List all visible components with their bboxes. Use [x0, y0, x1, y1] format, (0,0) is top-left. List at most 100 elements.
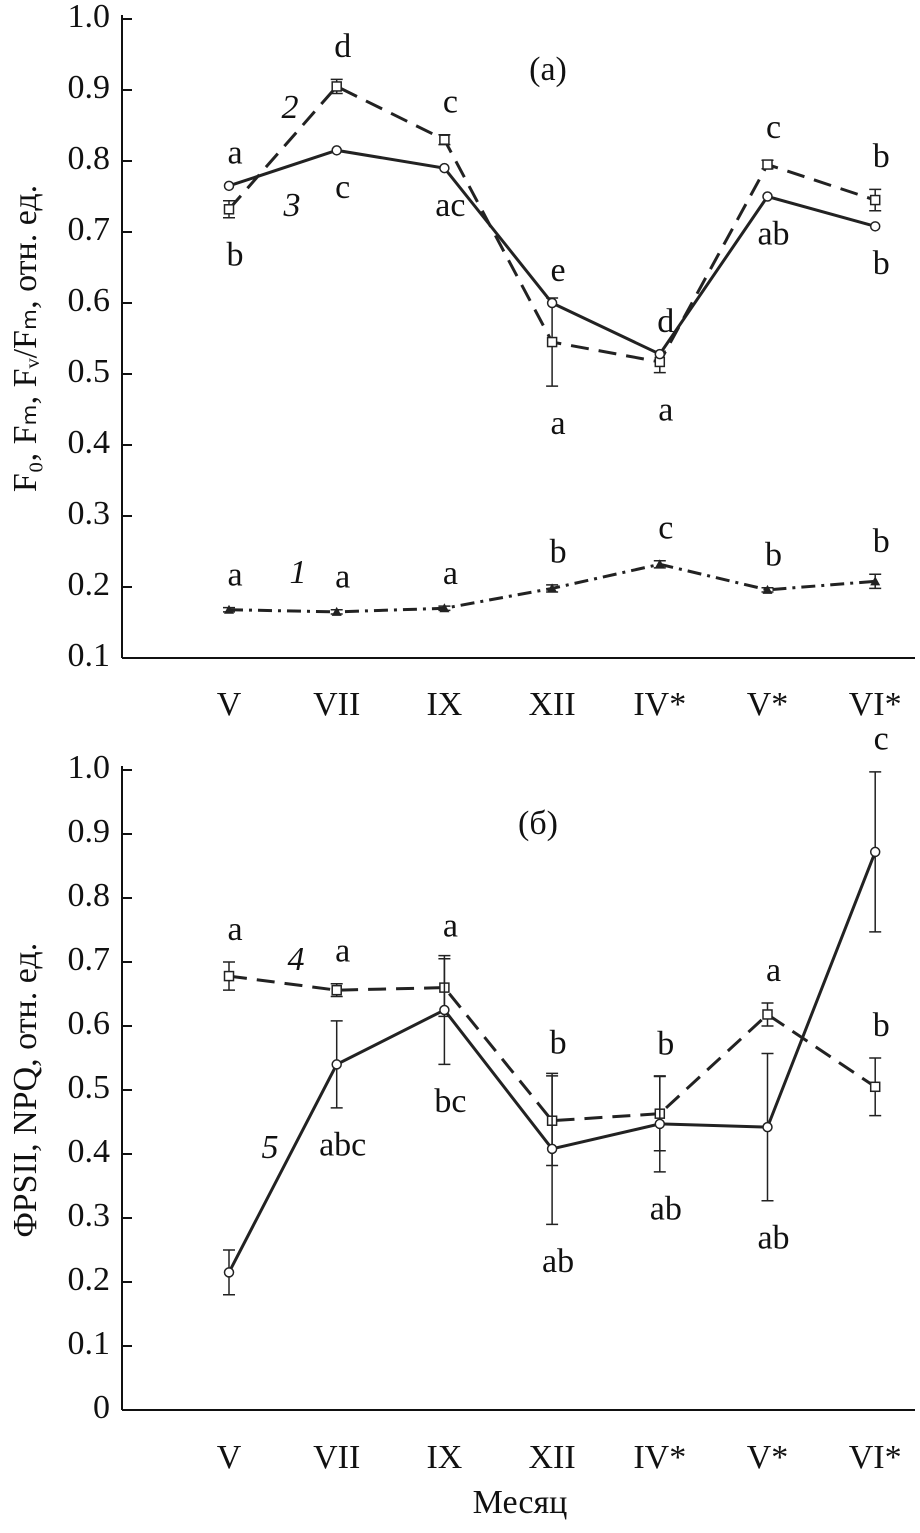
significance-letter: a [443, 908, 458, 945]
significance-letter: ab [757, 215, 789, 252]
y-tick-label: 0.5 [68, 353, 111, 390]
marker [331, 1059, 342, 1070]
y-axis-label: ΦPSII, NPQ, отн. ед. [7, 943, 44, 1237]
panel-label: (а) [529, 51, 567, 88]
marker [869, 1081, 881, 1093]
y-tick-label: 0.5 [68, 1069, 111, 1106]
significance-letter: b [873, 245, 890, 282]
marker [869, 221, 881, 232]
marker [224, 604, 234, 614]
x-tick-label: XII [528, 1439, 575, 1476]
y-tick-label: 0.7 [68, 211, 111, 248]
x-tick-label: VII [313, 686, 360, 723]
significance-letter: a [227, 911, 242, 948]
x-tick-label: V [217, 1439, 242, 1476]
marker [546, 1143, 558, 1155]
significance-letter: a [766, 952, 781, 989]
marker [223, 180, 235, 192]
marker [654, 559, 665, 569]
y-tick-label: 0.8 [68, 877, 111, 914]
significance-letter: abc [319, 1127, 366, 1164]
marker [654, 1118, 666, 1130]
x-tick-label: IV* [633, 686, 686, 723]
marker [762, 1121, 773, 1133]
significance-letter: c [766, 109, 781, 146]
x-tick-label: VI* [849, 1439, 902, 1476]
marker [439, 603, 450, 613]
significance-letter: b [873, 523, 890, 560]
marker [223, 970, 235, 982]
significance-letter: c [658, 510, 673, 547]
significance-letter: b [550, 1025, 567, 1062]
marker [331, 984, 342, 996]
marker [439, 1004, 450, 1016]
significance-letter: bc [434, 1083, 466, 1120]
x-tick-label: IV* [633, 1439, 686, 1476]
y-tick-label: 1.0 [68, 0, 111, 35]
y-tick-label: 0.1 [68, 637, 111, 674]
marker [762, 1009, 773, 1020]
marker [762, 191, 773, 202]
y-tick-label: 0.2 [68, 1261, 111, 1298]
x-tick-label: XII [528, 686, 575, 723]
significance-letter: ab [542, 1243, 574, 1280]
y-tick-label: 0.4 [68, 1133, 111, 1170]
significance-letter: c [443, 84, 458, 121]
significance-letter: a [227, 556, 242, 593]
marker [223, 1267, 235, 1278]
y-tick-label: 0.7 [68, 941, 111, 978]
y-axis-label: F₀, Fₘ, Fᵥ/Fₘ, отн. ед. [7, 185, 44, 492]
y-tick-label: 0.9 [68, 813, 111, 850]
marker [870, 576, 881, 586]
marker [331, 81, 342, 92]
significance-letter: a [658, 391, 673, 428]
significance-letter: b [873, 1007, 890, 1044]
y-tick-label: 0.4 [68, 424, 111, 461]
y-tick-label: 0.3 [68, 495, 111, 532]
marker [331, 606, 342, 616]
significance-letter: ac [435, 187, 465, 224]
series-label: 3 [283, 187, 301, 224]
significance-letter: c [874, 721, 889, 758]
marker [869, 194, 881, 206]
significance-letter: c [335, 169, 350, 206]
series-label: 4 [288, 941, 305, 978]
significance-letter: a [551, 405, 566, 442]
y-tick-label: 1.0 [68, 749, 111, 786]
marker [869, 846, 881, 858]
series-label: 1 [290, 554, 307, 591]
significance-letter: a [335, 933, 350, 970]
significance-letter: a [227, 135, 242, 172]
y-tick-label: 0.2 [68, 566, 111, 603]
significance-letter: a [335, 559, 350, 596]
marker [762, 159, 773, 170]
marker [546, 297, 558, 309]
marker [331, 145, 342, 156]
x-tick-label: VII [313, 1439, 360, 1476]
x-tick-label: V* [747, 1439, 789, 1476]
significance-letter: b [873, 138, 890, 175]
panel-label: (б) [518, 805, 558, 842]
y-tick-label: 0.3 [68, 1197, 111, 1234]
x-tick-label: V [217, 686, 242, 723]
significance-letter: b [227, 237, 244, 274]
significance-letter: ab [757, 1220, 789, 1257]
y-tick-label: 0.6 [68, 1005, 111, 1042]
x-tick-label: VI* [849, 686, 902, 723]
marker [546, 336, 558, 348]
x-tick-label: IX [426, 1439, 462, 1476]
significance-letter: b [657, 1025, 674, 1062]
significance-letter: e [551, 252, 566, 289]
significance-letter: d [657, 303, 674, 340]
series-label: 2 [282, 89, 299, 126]
y-tick-label: 0.8 [68, 140, 111, 177]
significance-letter: b [765, 537, 782, 574]
significance-letter: ab [650, 1191, 682, 1228]
significance-letter: a [443, 555, 458, 592]
marker [547, 583, 558, 593]
marker [654, 348, 666, 360]
significance-letter: b [550, 534, 567, 571]
y-tick-label: 0 [93, 1389, 110, 1426]
marker [439, 162, 450, 174]
